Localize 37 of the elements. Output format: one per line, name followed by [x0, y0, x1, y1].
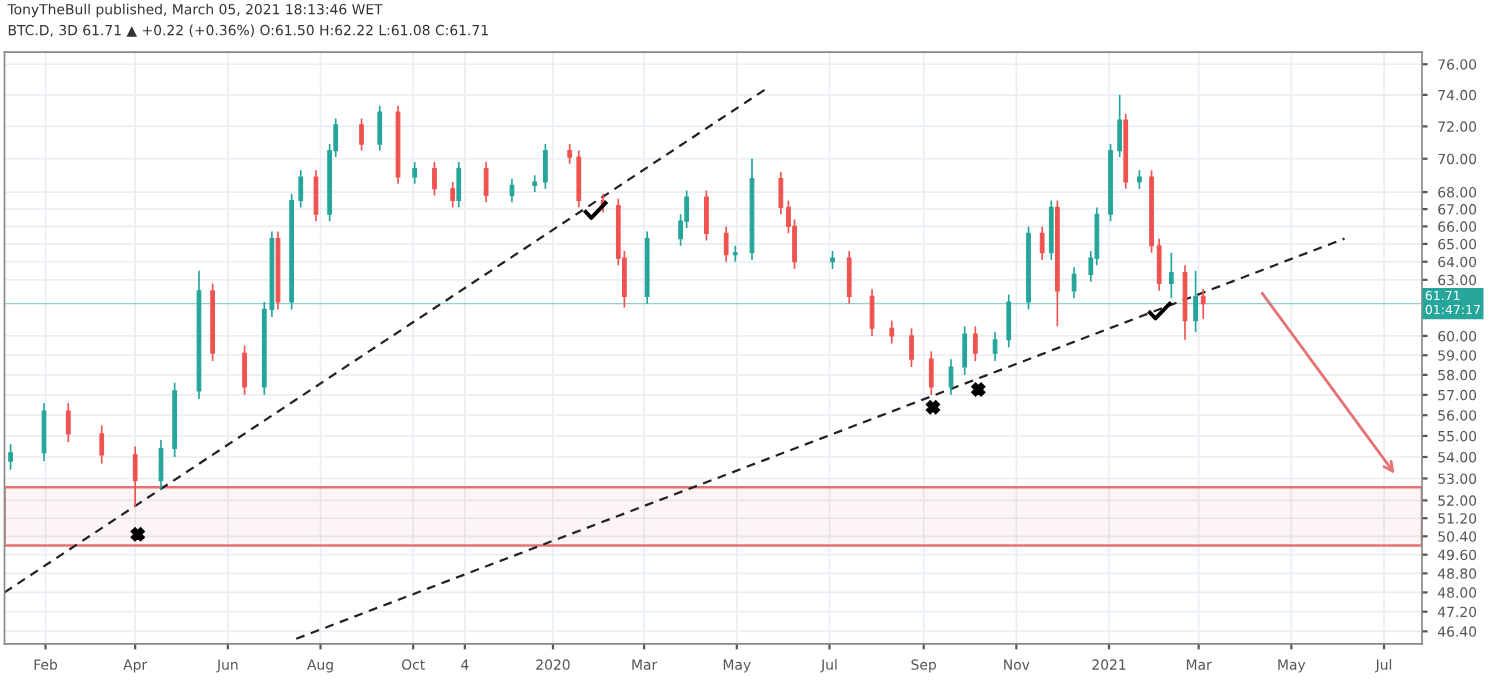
candlestick	[412, 161, 418, 185]
candlestick	[1137, 169, 1142, 190]
candlestick	[242, 344, 247, 396]
candlestick	[962, 325, 968, 376]
candlestick	[509, 177, 515, 204]
candlestick	[704, 189, 709, 242]
candlestick	[483, 161, 489, 204]
candlestick	[909, 327, 914, 368]
candlestick	[377, 104, 383, 152]
candlestick	[567, 143, 573, 165]
candlestick	[450, 181, 456, 209]
candlestick	[8, 443, 13, 471]
candlestick	[99, 424, 105, 465]
candlestick	[1006, 293, 1012, 349]
candlestick	[432, 161, 437, 197]
candlestick	[992, 331, 998, 362]
candlestick	[1168, 251, 1174, 300]
candlestick	[732, 244, 738, 263]
candlestick	[298, 169, 304, 209]
candlestick	[1193, 269, 1199, 333]
candlestick	[928, 350, 934, 396]
candlestick	[1200, 288, 1206, 320]
candlestick	[65, 402, 71, 444]
candlestick	[456, 161, 462, 209]
candlestick	[846, 250, 852, 305]
candlestick	[576, 149, 582, 209]
candlestick	[1117, 94, 1123, 158]
candlestick	[1039, 225, 1045, 261]
candlestick	[889, 319, 895, 345]
candlestick	[313, 169, 319, 223]
candlestick	[359, 117, 364, 152]
candlestick	[972, 325, 978, 362]
candlestick	[1071, 266, 1077, 300]
candlestick	[723, 225, 729, 263]
candlestick	[542, 143, 548, 190]
candlestick	[132, 445, 138, 508]
candlestick	[1048, 199, 1054, 261]
